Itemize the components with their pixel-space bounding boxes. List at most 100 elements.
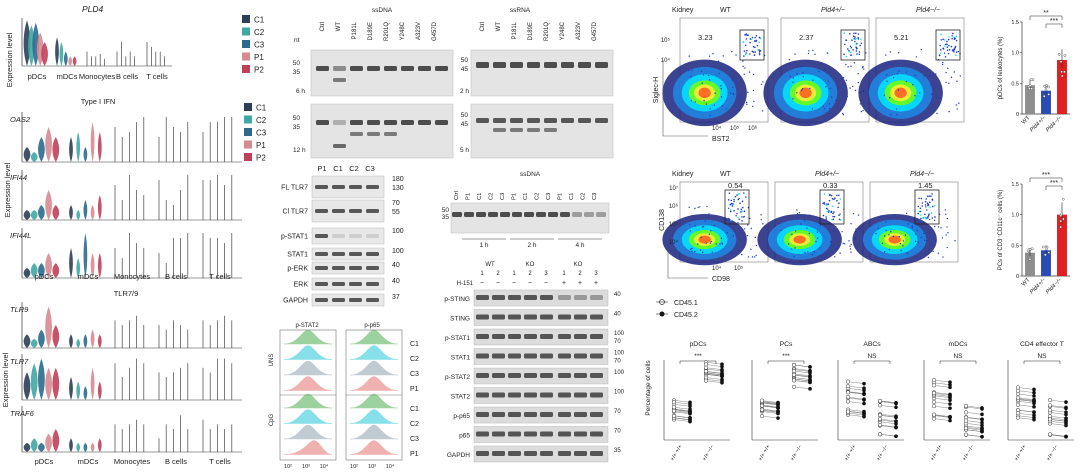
- scatter-dot: [928, 218, 931, 221]
- gate-dot: [728, 192, 731, 195]
- scatter-dot: [816, 231, 819, 233]
- gate-dot: [739, 202, 741, 204]
- gate-dot: [922, 217, 924, 219]
- scatter-dot: [852, 85, 854, 88]
- paired-panel-0: pDCs *** +/+ +/+ +/+ −/−: [663, 341, 730, 462]
- legend-swatch: [242, 27, 250, 36]
- scatter-dot: [725, 108, 727, 110]
- gate-dot: [947, 38, 950, 41]
- scatter-dot: [694, 101, 697, 103]
- gene-name: PLD4: [82, 4, 104, 14]
- cd45-2-point: [980, 428, 984, 433]
- kda-marker: 40: [392, 278, 400, 285]
- pair-line: [1049, 406, 1067, 409]
- gel-band: [590, 451, 603, 456]
- panel-flow-top: Kidney WT 3.23 Pld4+/− 2.37 Pld4−/− 5.21 Siglec…: [653, 7, 965, 143]
- pair-line: [933, 414, 951, 418]
- cd45-1-point: [1015, 402, 1021, 407]
- pair-line: [847, 411, 865, 414]
- cell-group-label: Monocytes: [114, 272, 151, 281]
- gel-band: [332, 185, 345, 189]
- scatter-dot: [925, 206, 927, 208]
- pair-line: [933, 397, 951, 401]
- lane-label: Ctrl: [454, 191, 460, 200]
- scatter-dot: [932, 250, 934, 253]
- gate-dot: [931, 217, 934, 219]
- cd45-2-point: [1032, 390, 1036, 395]
- size-marker: 50: [461, 57, 469, 64]
- gate-dot: [743, 215, 745, 218]
- scatter-dot: [694, 250, 696, 253]
- gate-dot: [750, 38, 753, 40]
- scatter-dot: [747, 91, 749, 93]
- gel-band: [595, 118, 608, 123]
- data-point: [1063, 70, 1066, 74]
- scatter-dot: [947, 52, 950, 55]
- blot-row-label: p-STAT1: [281, 234, 308, 241]
- pair-line: [705, 362, 723, 365]
- bar: [1025, 85, 1035, 114]
- gel-band: [540, 373, 553, 378]
- lane-label: C2: [349, 164, 359, 173]
- cd45-1-point: [791, 384, 797, 389]
- legend-swatch: [242, 52, 250, 61]
- scatter-dot: [688, 69, 690, 72]
- category-label: Pld4+/−: [1029, 115, 1048, 134]
- cd45-1-point: [791, 378, 797, 383]
- gate-dot: [845, 55, 848, 58]
- gel-band: [540, 295, 553, 300]
- scatter-dot: [905, 71, 908, 73]
- gel-band: [401, 66, 414, 71]
- gate-dot: [832, 212, 834, 215]
- kda-marker: 37: [392, 294, 400, 301]
- cd45-2-point: [862, 392, 866, 397]
- scatter-dot: [750, 227, 752, 230]
- gel-band: [561, 118, 574, 123]
- cd45-1-point: [671, 405, 677, 410]
- gel-band: [332, 282, 345, 286]
- lane-label: C3: [592, 193, 598, 200]
- scatter-dot: [688, 55, 691, 57]
- scatter-dot: [888, 96, 891, 99]
- lane-number: 1: [480, 271, 484, 277]
- lane-label: G457D: [432, 21, 438, 41]
- gate-dot: [930, 195, 932, 198]
- tlr-0-violin: [52, 325, 60, 348]
- scatter-dot: [720, 85, 722, 87]
- gate-dot: [855, 50, 858, 52]
- gel-band: [596, 212, 606, 217]
- pair-line: [1017, 397, 1035, 400]
- gate-dot: [736, 194, 738, 196]
- gel-band: [315, 252, 328, 256]
- lane-label: Y248C: [560, 21, 566, 40]
- gate-dot: [730, 219, 732, 222]
- gate-dot: [853, 32, 855, 35]
- cd45-2-point: [720, 367, 724, 372]
- scatter-dot: [818, 70, 820, 73]
- pair-line: [1017, 401, 1035, 404]
- scatter-dot: [735, 251, 737, 254]
- scatter-dot: [690, 100, 692, 102]
- scatter-dot: [849, 248, 852, 250]
- gel-band: [366, 252, 379, 256]
- cd45-2-point: [1064, 400, 1068, 404]
- gate-dot: [946, 40, 948, 43]
- scatter-dot: [942, 61, 944, 64]
- cd45-1-point: [963, 432, 969, 437]
- sig-label: ***: [694, 353, 702, 360]
- gel-band: [508, 373, 521, 378]
- pld4-violin: [68, 56, 73, 66]
- scatter-dot: [753, 256, 756, 258]
- cd45-2-point: [776, 409, 780, 414]
- gate-dot: [728, 219, 731, 221]
- cd45-1-point: [703, 378, 709, 383]
- gate-dot: [759, 37, 762, 40]
- scatter-dot: [792, 77, 795, 79]
- scatter-dot: [898, 70, 900, 72]
- pair-line: [705, 364, 723, 367]
- legend-swatch: [244, 115, 252, 124]
- tlr-2-violin: [76, 442, 81, 452]
- gate-dot: [828, 209, 830, 212]
- pair-line: [761, 410, 779, 413]
- gel-band: [333, 66, 346, 71]
